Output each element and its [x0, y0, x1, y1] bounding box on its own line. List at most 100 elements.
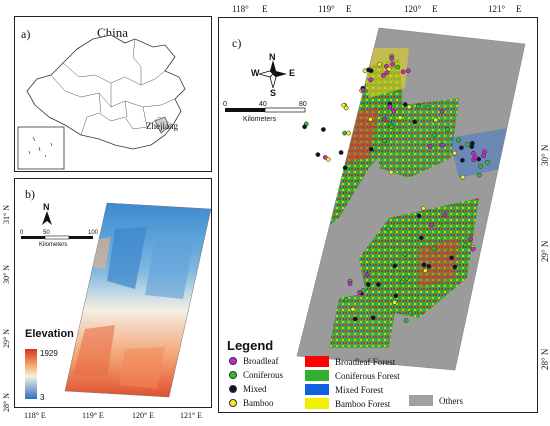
china-outline: [17, 34, 186, 170]
panel-b-elevation-map: b) N: [14, 178, 212, 408]
sample-point-marker: [364, 272, 370, 277]
sample-point-marker: [366, 67, 371, 73]
legend-title: Legend: [227, 338, 274, 353]
sample-point-marker: [350, 307, 356, 312]
sample-point-marker: [402, 252, 408, 258]
sample-point-marker: [449, 255, 454, 261]
compass-e-label: E: [289, 68, 296, 78]
sample-point-marker: [397, 115, 403, 121]
panel-c-y-tick: 30° N: [540, 144, 550, 166]
compass-rose-icon: [259, 60, 287, 88]
sample-point-marker: [407, 310, 413, 316]
sample-point-marker: [404, 275, 410, 281]
elevation-title: Elevation: [25, 328, 74, 340]
panel-b-x-tick: 119° E: [82, 411, 104, 420]
sample-point-marker: [302, 124, 307, 130]
sample-point-marker: [346, 130, 351, 136]
sample-point-marker: [343, 297, 349, 303]
sample-point-marker: [377, 62, 382, 67]
forest-classification-raster: [296, 27, 526, 371]
sample-point-marker: [425, 104, 431, 110]
sample-point-marker: [387, 104, 393, 109]
sample-point-marker: [384, 70, 390, 75]
sample-point-marker: [403, 318, 409, 323]
legend-point-marker: [229, 357, 237, 365]
sample-point-marker: [481, 153, 486, 158]
sample-point-marker: [389, 124, 394, 130]
sample-point-marker: [476, 172, 482, 178]
sample-point-marker: [468, 236, 473, 242]
sample-point-marker: [390, 61, 395, 67]
sample-point-marker: [442, 212, 448, 218]
sample-point-marker: [343, 105, 349, 111]
sample-point-marker: [399, 279, 405, 285]
legend-class-swatch: [409, 395, 433, 406]
north-arrow-icon: [42, 211, 52, 225]
sample-point-marker: [315, 152, 321, 157]
sample-point-marker: [381, 73, 386, 78]
legend-point-label: Broadleaf: [243, 356, 279, 366]
sample-point-marker: [347, 281, 353, 286]
sample-point-marker: [400, 69, 406, 75]
sample-point-marker: [465, 141, 470, 147]
legend-point-label: Mixed: [243, 384, 267, 394]
scale-tick: 0: [20, 230, 24, 236]
panel-c-label: c): [232, 36, 242, 50]
sample-point-marker: [460, 157, 465, 163]
panel-c-x-tick: E: [262, 4, 268, 14]
sample-point-marker: [360, 288, 366, 293]
sample-point-marker: [429, 222, 434, 228]
sample-point-marker: [439, 142, 445, 148]
sample-point-marker: [439, 109, 445, 114]
legend-class-label: Bamboo Forest: [335, 399, 391, 409]
panel-a-china-map: a) China Zhejiang: [14, 16, 212, 172]
sample-point-marker: [321, 127, 326, 132]
panel-b-x-tick: 120° E: [132, 411, 155, 420]
legend-point-label: Bamboo: [243, 398, 274, 408]
panel-c-x-tick: E: [346, 4, 352, 14]
sample-point-marker: [427, 144, 433, 149]
sample-point-marker: [382, 138, 387, 144]
legend-class-label: Broadleaf Forest: [335, 357, 396, 367]
panel-b-y-tick: 29° N: [2, 329, 11, 348]
panel-c-x-tick: 121°: [488, 4, 506, 14]
scale-bar: [21, 235, 93, 240]
legend-point-marker: [229, 371, 237, 379]
sample-point-marker: [473, 155, 478, 161]
sample-point-marker: [352, 316, 358, 322]
compass-n-label: N: [269, 52, 276, 62]
compass-w-label: W: [251, 68, 260, 78]
sample-point-marker: [415, 103, 421, 109]
panel-b-label: b): [25, 187, 35, 201]
sample-point-marker: [469, 144, 475, 149]
elevation-colorbar: [25, 349, 37, 399]
panel-c-x-tick: 119°: [318, 4, 335, 14]
scale-unit: Kilometers: [39, 242, 68, 248]
legend-point-label: Coniferous: [243, 370, 283, 380]
sample-point-marker: [395, 64, 400, 70]
legend-class-label: Coniferous Forest: [335, 371, 400, 381]
sample-point-marker: [421, 262, 427, 268]
legend-class-label: Others: [439, 396, 463, 406]
legend-class-swatch: [305, 398, 329, 409]
scale-bar: [225, 107, 306, 113]
sample-point-marker: [452, 264, 458, 270]
sample-point-marker: [368, 146, 374, 152]
sample-point-marker: [393, 293, 399, 299]
sample-point-marker: [384, 63, 389, 69]
sample-point-marker: [478, 163, 483, 169]
sample-point-marker: [376, 282, 381, 287]
panel-c-x-tick: E: [432, 4, 438, 14]
panel-c-y-tick: 28° N: [540, 348, 550, 370]
panel-c-y-tick: 29° N: [540, 240, 550, 262]
legend-point-marker: [229, 385, 237, 393]
panel-b-x-tick: 121° E: [180, 411, 203, 420]
sample-point-marker: [406, 104, 412, 110]
sample-point-marker: [370, 315, 376, 321]
sample-point-marker: [365, 282, 371, 287]
panel-b-y-tick: 30° N: [2, 265, 11, 284]
sample-point-marker: [416, 213, 422, 219]
panel-b-x-tick: 118° E: [24, 411, 46, 420]
sample-point-marker: [360, 87, 366, 93]
sample-point-marker: [405, 68, 411, 74]
